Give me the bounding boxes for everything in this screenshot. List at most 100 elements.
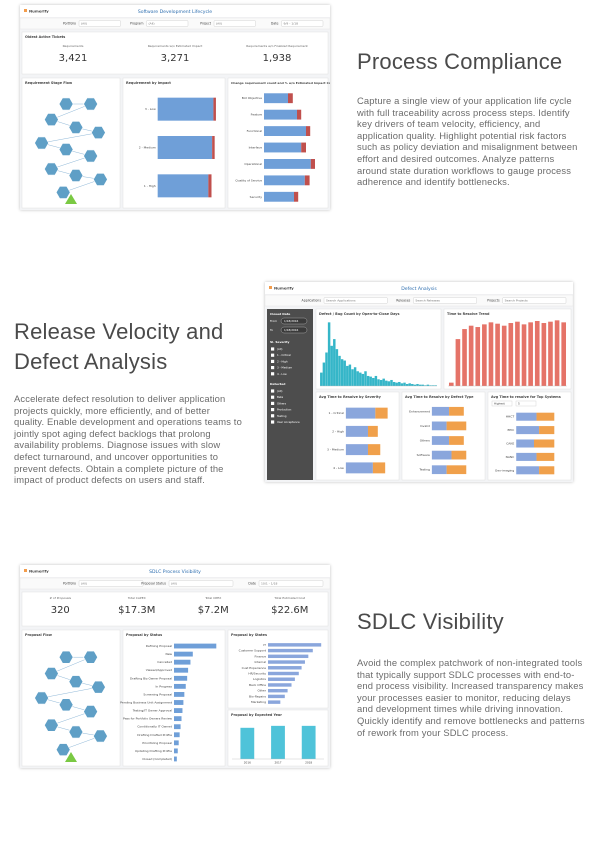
bar	[431, 421, 447, 431]
category-label: 2 - High	[332, 429, 344, 433]
heading-line: Defect Analysis	[14, 349, 168, 374]
heading-line: SDLC Visibility	[357, 609, 504, 634]
flow-node	[58, 97, 74, 111]
bar	[174, 643, 217, 649]
flow-node	[83, 705, 98, 718]
bar	[157, 174, 209, 198]
bar	[413, 384, 417, 386]
flow-node	[58, 143, 74, 156]
category-label: Other	[257, 689, 266, 693]
bar	[516, 452, 537, 461]
category-label: 2018	[305, 761, 312, 765]
bar	[377, 379, 380, 386]
bar	[361, 373, 365, 386]
bar	[395, 382, 398, 386]
filter-input	[78, 20, 121, 27]
bar	[392, 381, 396, 386]
category-label: New	[165, 652, 172, 656]
kpi-value: $22.6M	[271, 605, 308, 616]
checkbox-label: Others	[277, 401, 287, 405]
flow-end	[65, 194, 77, 204]
panel-title: Proposal by Status	[126, 633, 162, 637]
flow-edge	[51, 155, 91, 170]
flow-node	[55, 743, 71, 756]
flow-node	[34, 136, 49, 150]
filter-input	[413, 297, 477, 304]
bar	[521, 324, 527, 386]
category-label: Closed (Completed)	[142, 757, 172, 761]
bar	[268, 677, 295, 681]
bar	[501, 325, 507, 386]
filter-label: Project	[200, 22, 212, 26]
filter-value: (All)	[81, 582, 87, 586]
filter-value: Search Releases	[415, 299, 440, 303]
bar	[403, 382, 406, 386]
bar	[548, 321, 553, 386]
dashboard: Numerify SDLC Process Visibility Portfolio…	[20, 565, 330, 768]
bar	[400, 383, 404, 386]
dashboard: Numerify Software Development Lifecycle Po…	[20, 5, 330, 210]
bar	[174, 708, 183, 713]
category-label: 1 - High	[144, 184, 156, 188]
panel	[122, 629, 226, 767]
bar	[346, 365, 349, 386]
bar	[516, 466, 540, 475]
flow-node	[44, 667, 59, 680]
bar	[212, 136, 215, 159]
dashboard-title: Defect Analysis	[401, 286, 437, 292]
section-body: Capture a single view of your applicatio…	[357, 95, 578, 188]
checkbox-label: Production	[277, 408, 292, 412]
flow-node	[83, 97, 98, 111]
bar	[240, 727, 255, 759]
bar	[174, 724, 181, 730]
kpi-label: Total OPEX	[204, 596, 221, 600]
bar	[174, 651, 193, 657]
kpi-value: $17.3M	[118, 605, 155, 616]
bar	[268, 700, 281, 704]
bar	[306, 126, 311, 136]
selector-box	[515, 400, 537, 407]
panel	[487, 391, 572, 481]
bar	[268, 683, 292, 687]
bar	[268, 671, 299, 676]
category-label: Operational	[244, 162, 262, 166]
bar	[488, 322, 494, 386]
category-label: Feature	[251, 113, 262, 117]
panel-title: Change requirement count and % w/o Estim…	[231, 81, 330, 85]
heading-line: Release Velocity and	[14, 319, 224, 344]
bar	[451, 450, 467, 460]
dashboard-title: SDLC Process Visibility	[149, 569, 201, 575]
bar	[366, 375, 370, 386]
filter-label: Releases	[396, 299, 410, 303]
flow-node	[91, 126, 106, 139]
bar	[268, 660, 305, 664]
category-label: Defining Proposal	[146, 644, 172, 648]
bar	[268, 648, 313, 653]
bar	[408, 383, 411, 386]
flow-end	[65, 752, 77, 762]
flow-edge	[63, 179, 101, 193]
category-label: Security	[250, 195, 263, 199]
bar	[411, 383, 414, 386]
bar	[268, 654, 309, 659]
category-label: Logistics	[253, 677, 266, 681]
panel-title: Avg Time to Resolve by Severity	[319, 395, 382, 399]
checkbox-label: Testing	[276, 414, 287, 418]
selector-value: Highest	[494, 402, 506, 406]
checkbox-label: (All)	[277, 389, 282, 393]
bar	[418, 384, 422, 386]
bar	[533, 439, 555, 448]
section-heading: Release Velocity and Defect Analysis	[14, 317, 223, 377]
flow-node	[68, 121, 84, 134]
bar	[322, 362, 326, 386]
filter-label: Program	[130, 22, 143, 26]
category-label: Conditionally IT Owned	[137, 725, 172, 729]
flow-node	[44, 162, 59, 176]
bar	[379, 379, 383, 386]
kpi-card	[21, 591, 329, 627]
bar	[333, 339, 336, 386]
filter-value: (All)	[81, 22, 87, 26]
section-body: Accelerate defect resolution to deliver …	[14, 393, 242, 486]
flow-edge	[41, 686, 99, 699]
bar	[271, 725, 285, 759]
